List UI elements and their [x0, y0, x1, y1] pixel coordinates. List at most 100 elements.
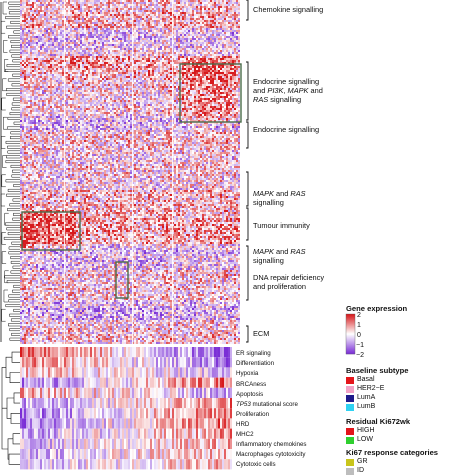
heat-cell [42, 52, 44, 54]
heat-cell [218, 36, 220, 38]
heat-cell [142, 36, 144, 38]
heat-cell [134, 48, 136, 50]
heat-cell [44, 62, 46, 64]
heat-cell [88, 66, 90, 68]
heat-cell [212, 24, 214, 26]
heat-cell [160, 60, 162, 62]
heat-cell [38, 20, 40, 22]
heat-cell [26, 34, 28, 36]
heat-cell [110, 2, 112, 4]
heat-cell [152, 74, 154, 76]
heat-cell [22, 90, 24, 92]
heat-cell [44, 60, 46, 62]
heat-cell [134, 36, 136, 38]
heat-cell [84, 90, 86, 92]
heat-cell [26, 88, 28, 90]
heat-cell [96, 78, 98, 80]
heat-cell [76, 4, 78, 6]
heat-cell [20, 48, 22, 50]
heat-cell [164, 68, 166, 70]
heat-cell [40, 12, 42, 14]
heat-cell [54, 50, 56, 52]
heat-cell [202, 44, 204, 46]
heat-cell [234, 50, 236, 52]
heat-cell [68, 68, 70, 70]
heat-cell [124, 68, 126, 70]
heat-cell [206, 48, 208, 50]
heat-cell [110, 72, 112, 74]
heat-cell [138, 70, 140, 72]
heat-cell [134, 82, 136, 84]
heat-cell [88, 2, 90, 4]
heat-cell [50, 50, 52, 52]
heat-cell [34, 8, 36, 10]
heat-cell [236, 6, 238, 8]
heat-cell [22, 40, 24, 42]
heat-cell [46, 16, 48, 18]
heat-cell [68, 80, 70, 82]
heat-cell [62, 32, 64, 34]
heat-cell [168, 86, 170, 88]
heat-cell [80, 42, 82, 44]
heat-cell [98, 34, 100, 36]
heat-cell [204, 36, 206, 38]
heat-cell [28, 10, 30, 12]
heat-cell [208, 8, 210, 10]
heat-cell [164, 70, 166, 72]
heat-cell [70, 88, 72, 90]
heat-cell [34, 58, 36, 60]
heat-cell [142, 52, 144, 54]
heat-cell [74, 90, 76, 92]
heat-cell [26, 18, 28, 20]
heat-cell [146, 80, 148, 82]
heat-cell [88, 50, 90, 52]
heat-cell [224, 38, 226, 40]
heat-cell [232, 60, 234, 62]
heat-cell [82, 62, 84, 64]
heat-cell [36, 2, 38, 4]
heat-cell [94, 50, 96, 52]
heat-cell [228, 2, 230, 4]
heat-cell [152, 60, 154, 62]
heat-cell [238, 30, 240, 32]
heat-cell [148, 18, 150, 20]
heat-cell [168, 14, 170, 16]
heat-cell [20, 60, 22, 62]
heat-cell [166, 42, 168, 44]
heat-cell [234, 86, 236, 88]
heat-cell [146, 50, 148, 52]
heat-cell [176, 0, 178, 2]
heat-cell [106, 26, 108, 28]
heat-cell [84, 30, 86, 32]
heat-cell [182, 24, 184, 26]
heat-cell [136, 26, 138, 28]
heat-cell [36, 62, 38, 64]
heat-cell [202, 18, 204, 20]
heat-cell [74, 34, 76, 36]
heat-cell [100, 44, 102, 46]
heat-cell [168, 68, 170, 70]
heat-cell [234, 80, 236, 82]
heat-cell [72, 40, 74, 42]
heat-cell [60, 38, 62, 40]
heat-cell [134, 34, 136, 36]
heat-cell [30, 38, 32, 40]
heat-cell [74, 48, 76, 50]
heat-cell [88, 14, 90, 16]
heat-cell [152, 58, 154, 60]
heat-cell [222, 58, 224, 60]
heat-cell [68, 4, 70, 6]
heat-cell [118, 30, 120, 32]
heat-cell [226, 66, 228, 68]
heat-cell [128, 8, 130, 10]
heat-cell [136, 40, 138, 42]
heat-cell [130, 54, 132, 56]
heat-cell [184, 38, 186, 40]
heat-cell [190, 0, 192, 2]
heat-cell [146, 52, 148, 54]
heat-cell [94, 56, 96, 58]
heat-cell [106, 70, 108, 72]
heat-cell [202, 4, 204, 6]
heat-cell [224, 42, 226, 44]
heat-cell [60, 68, 62, 70]
